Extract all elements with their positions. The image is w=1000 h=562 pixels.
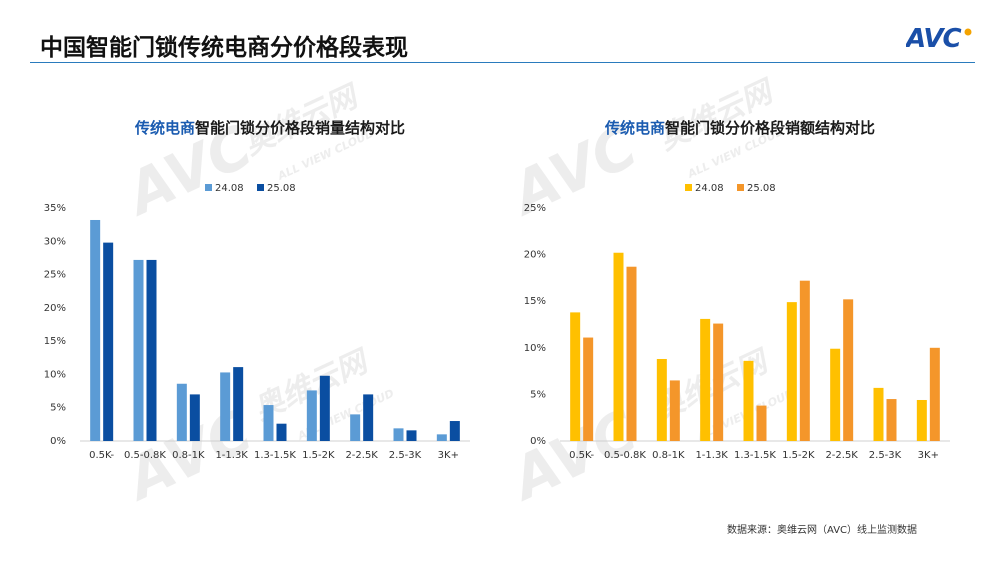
bar bbox=[350, 414, 361, 441]
chart-title-text: 智能门锁分价格段销量结构对比 bbox=[195, 119, 406, 137]
y-tick-label: 5% bbox=[530, 389, 546, 400]
y-tick-label: 20% bbox=[524, 250, 546, 261]
bar bbox=[843, 299, 854, 441]
y-tick-label: 35% bbox=[44, 203, 66, 214]
bar bbox=[613, 252, 624, 441]
x-tick-label: 3K+ bbox=[438, 450, 459, 461]
bar bbox=[90, 219, 101, 441]
logo-dot-icon bbox=[964, 28, 972, 36]
bar bbox=[669, 380, 680, 441]
bar bbox=[570, 312, 581, 441]
legend-swatch bbox=[737, 184, 744, 191]
y-tick-label: 5% bbox=[50, 403, 66, 414]
data-source-note: 数据来源：奥维云网（AVC）线上监测数据 bbox=[727, 525, 918, 536]
bar bbox=[103, 242, 114, 441]
x-tick-label: 0.8-1K bbox=[172, 450, 205, 461]
avc-logo-text: AVC bbox=[906, 24, 961, 54]
x-tick-label: 1.5-2K bbox=[302, 450, 335, 461]
y-tick-label: 25% bbox=[44, 270, 66, 281]
bar bbox=[700, 318, 711, 441]
x-tick-label: 0.5-0.8K bbox=[604, 450, 646, 461]
legend-label: 25.08 bbox=[747, 183, 776, 194]
bar bbox=[449, 421, 460, 441]
x-tick-label: 2-2.5K bbox=[345, 450, 378, 461]
y-tick-label: 30% bbox=[44, 236, 66, 247]
bar bbox=[263, 405, 274, 441]
volume-bar-chart: 24.08 25.08 0% 5% 10% 15% 20% 25% 30% 35% 0.5K- 0.5… bbox=[44, 183, 470, 461]
bar bbox=[189, 394, 200, 441]
y-tick-label: 0% bbox=[50, 436, 66, 447]
bar bbox=[786, 302, 797, 441]
value-bar-chart: 24.08 25.08 0% 5% 10% 15% 20% 25% 0.5K- 0.5-0.8K 0… bbox=[524, 183, 950, 461]
bar bbox=[306, 390, 317, 441]
bar bbox=[743, 360, 754, 441]
x-tick-label: 1-1.3K bbox=[215, 450, 248, 461]
x-tick-label: 0.5K- bbox=[89, 450, 114, 461]
bar bbox=[146, 259, 157, 441]
bar bbox=[276, 423, 287, 441]
legend-label: 25.08 bbox=[267, 183, 296, 194]
y-tick-label: 20% bbox=[44, 303, 66, 314]
bar bbox=[929, 347, 940, 441]
bar bbox=[133, 259, 144, 441]
x-tick-label: 2.5-3K bbox=[869, 450, 902, 461]
y-tick-label: 0% bbox=[530, 436, 546, 447]
legend-swatch bbox=[205, 184, 212, 191]
x-tick-label: 1.3-1.5K bbox=[254, 450, 296, 461]
bar bbox=[656, 358, 667, 441]
x-tick-label: 1-1.3K bbox=[695, 450, 728, 461]
x-tick-label: 0.5-0.8K bbox=[124, 450, 166, 461]
bar bbox=[886, 399, 897, 441]
bar bbox=[873, 387, 884, 441]
x-tick-label: 1.3-1.5K bbox=[734, 450, 776, 461]
legend-label: 24.08 bbox=[215, 183, 244, 194]
avc-logo: AVC bbox=[906, 24, 972, 54]
chart-title-highlight: 传统电商 bbox=[604, 119, 665, 137]
y-tick-label: 10% bbox=[524, 343, 546, 354]
y-tick-label: 25% bbox=[524, 203, 546, 214]
y-tick-label: 15% bbox=[44, 336, 66, 347]
title-divider bbox=[30, 62, 975, 63]
bar bbox=[176, 383, 187, 441]
legend-swatch bbox=[257, 184, 264, 191]
x-tick-label: 0.5K- bbox=[569, 450, 594, 461]
x-tick-label: 2-2.5K bbox=[825, 450, 858, 461]
y-tick-label: 10% bbox=[44, 369, 66, 380]
bar bbox=[406, 430, 417, 441]
legend-swatch bbox=[685, 184, 692, 191]
chart-title-text: 智能门锁分价格段销额结构对比 bbox=[665, 119, 876, 137]
x-tick-label: 2.5-3K bbox=[389, 450, 422, 461]
bar bbox=[583, 337, 594, 441]
chart-title-value: 传统电商智能门锁分价格段销额结构对比 bbox=[530, 117, 950, 138]
bar bbox=[916, 399, 927, 441]
x-tick-label: 3K+ bbox=[918, 450, 939, 461]
bar bbox=[756, 405, 767, 441]
bar bbox=[626, 266, 637, 441]
watermark-text: 奥维云网 bbox=[654, 73, 781, 157]
y-tick-label: 15% bbox=[524, 296, 546, 307]
bar bbox=[436, 434, 447, 441]
x-tick-label: 0.8-1K bbox=[652, 450, 685, 461]
legend-label: 24.08 bbox=[695, 183, 724, 194]
chart-title-volume: 传统电商智能门锁分价格段销量结构对比 bbox=[60, 117, 480, 138]
bar bbox=[830, 348, 841, 441]
bar bbox=[319, 375, 330, 441]
chart-title-highlight: 传统电商 bbox=[134, 119, 195, 137]
bar bbox=[799, 280, 810, 441]
x-tick-label: 1.5-2K bbox=[782, 450, 815, 461]
bar bbox=[363, 394, 374, 441]
bar bbox=[233, 367, 244, 441]
bar bbox=[393, 428, 404, 441]
page-title: 中国智能门锁传统电商分价格段表现 bbox=[40, 35, 408, 61]
bar bbox=[220, 372, 231, 441]
bar bbox=[713, 323, 724, 441]
